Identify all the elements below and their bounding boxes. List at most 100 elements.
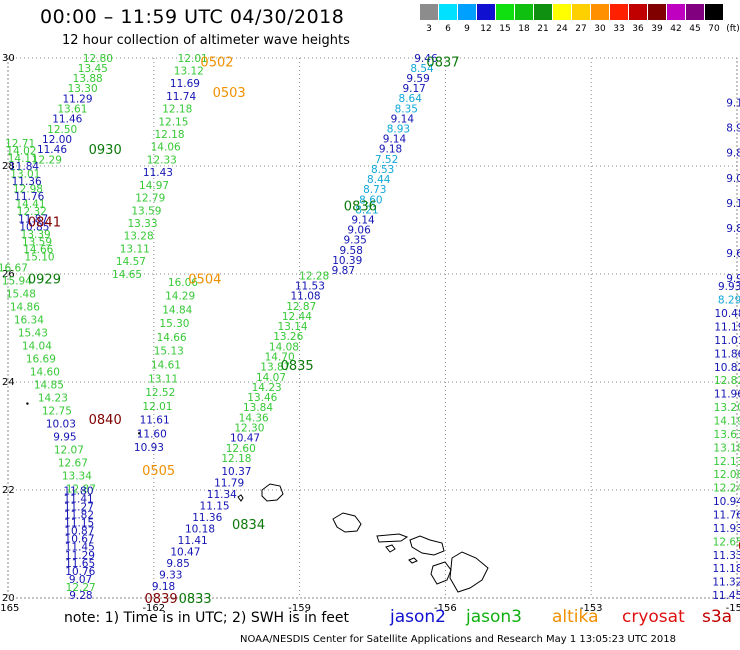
swh-value: 9.87	[332, 265, 355, 277]
swh-value: 15.43	[18, 327, 48, 339]
swh-value: 10.76	[65, 566, 95, 578]
swh-value: 11.15	[64, 518, 94, 530]
legend-label: 3	[426, 24, 432, 34]
swh-value: 11.80	[63, 485, 93, 497]
swh-value: 12.07	[54, 445, 84, 457]
swh-value: 13.33	[127, 218, 157, 230]
swh-value: 11.93	[713, 523, 740, 535]
swh-value: 12.13	[713, 456, 740, 468]
swh-value: 12.65	[713, 536, 740, 548]
swh-value: 14.97	[139, 180, 169, 192]
swh-tracks: 12.0113.1211.6911.7412.1812.1512.1814.06…	[0, 53, 740, 602]
swh-value: 8.35	[395, 103, 418, 115]
legend-swatch	[629, 4, 647, 20]
swh-value: 11.15	[200, 500, 230, 512]
swh-value: 12.82	[714, 375, 740, 387]
lon-label: -150	[726, 603, 740, 614]
island-oahu	[332, 512, 362, 533]
swh-value: 10.48	[714, 308, 740, 320]
swh-value: 11.46	[37, 144, 67, 156]
swh-value: 11.34	[207, 489, 237, 501]
swh-value: 9.33	[159, 569, 182, 581]
pass-time-label: 0835	[281, 359, 314, 374]
swh-value: 13.11	[148, 373, 178, 385]
sat-label-jason3: jason3	[466, 607, 522, 627]
swh-value: 8.21	[355, 204, 378, 216]
swh-value: 12.18	[221, 453, 251, 465]
swh-value: 13.87	[260, 362, 290, 374]
swh-value: 13.46	[247, 392, 277, 404]
lon-label: -165	[0, 603, 19, 614]
swh-value: 14.57	[116, 256, 146, 268]
sat-label-cryosat: cryosat	[622, 607, 685, 627]
swh-value: 12.00	[42, 134, 72, 146]
swh-value: 11.74	[166, 91, 196, 103]
swh-value: 8.44	[367, 174, 391, 186]
swh-value: 14.66	[23, 244, 53, 256]
swh-value: 9.8	[726, 148, 740, 160]
legend-label: 39	[651, 24, 663, 34]
swh-value: 9.58	[340, 245, 363, 257]
legend-swatch	[496, 4, 514, 20]
legend-swatch	[667, 4, 685, 20]
track-a: 12.0113.1211.6911.7412.1812.1512.1814.06…	[112, 53, 208, 281]
swh-value: 16.06	[168, 277, 198, 289]
swh-value: 14.70	[265, 352, 295, 364]
pass-time-label: 0839	[145, 592, 178, 607]
swh-value: 9.0	[726, 173, 740, 185]
island-kauai	[261, 483, 284, 502]
swh-value: 14.66	[157, 332, 187, 344]
swh-value: 9.85	[166, 558, 189, 570]
page-subtitle: 12 hour collection of altimeter wave hei…	[62, 33, 350, 48]
legend-label: 36	[632, 24, 644, 34]
pass-time-label: 0837	[426, 55, 459, 70]
sat-label-jason2: jason2	[390, 607, 446, 627]
track-i: 10.3711.7911.3411.1511.3610.1811.4110.47…	[152, 466, 252, 593]
swh-value: 14.84	[162, 304, 192, 316]
island-lanai	[385, 544, 396, 553]
legend-label: 30	[594, 24, 606, 34]
swh-value: 11.27	[64, 501, 94, 513]
swh-value: 11.36	[12, 176, 42, 188]
swh-value: 11.29	[65, 550, 95, 562]
legend-swatch	[477, 4, 495, 20]
page-title: 00:00 – 11:59 UTC 04/30/2018	[40, 6, 345, 28]
swh-value: 14.86	[10, 301, 40, 313]
swh-value: 12.33	[147, 154, 177, 166]
pass-time-labels: 0837 0502 0503 0930 0836 0841 0929 0504 0835 0840…	[28, 55, 740, 607]
swh-value: 16.69	[26, 353, 56, 365]
swh-value: 10.39	[332, 255, 362, 267]
swh-value: 13.63	[714, 429, 740, 441]
swh-value: 10.93	[134, 442, 164, 454]
legend-swatch	[572, 4, 590, 20]
swh-value: 12.24	[713, 483, 740, 495]
legend-label: 42	[670, 24, 682, 34]
swh-value: 12.32	[17, 206, 47, 218]
swh-value: 12.15	[158, 116, 188, 128]
swh-value: 10.47	[170, 546, 200, 558]
swh-value: 9.1	[726, 98, 740, 110]
swh-value: 15.48	[6, 288, 36, 300]
swh-value: 12.75	[42, 406, 72, 418]
swh-value: 8.60	[359, 194, 382, 206]
swh-value: 11.84	[9, 161, 39, 173]
legend-label: 33	[613, 24, 625, 34]
swh-value: 9.06	[347, 225, 371, 237]
swh-value: 14.61	[151, 360, 181, 372]
swh-value: 8.9	[726, 123, 740, 135]
legend-swatch	[534, 4, 552, 20]
swh-value: 9.9	[726, 273, 740, 285]
swh-value: 12.50	[47, 124, 77, 136]
swh-value: 13.59	[131, 205, 161, 217]
legend-label: 6	[445, 24, 451, 34]
swh-value: 11.69	[170, 78, 200, 90]
swh-value: 15.10	[25, 252, 55, 264]
swh-value: 14.60	[30, 366, 60, 378]
swh-value: 14.29	[165, 291, 195, 303]
track-d: 12.7114.0214.1111.8413.0111.3612.9811.76…	[5, 138, 55, 263]
swh-value: 14.65	[112, 269, 142, 281]
legend-swatch	[591, 4, 609, 20]
swh-value: 12.01	[178, 53, 208, 65]
pass-time-label: 0	[738, 540, 740, 555]
